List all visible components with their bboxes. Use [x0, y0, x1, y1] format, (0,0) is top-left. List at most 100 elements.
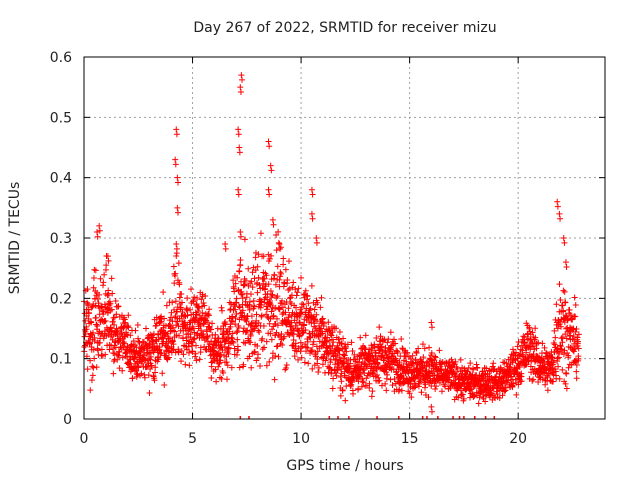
data-point [293, 292, 300, 299]
data-point [265, 186, 272, 193]
data-point [344, 341, 351, 348]
data-point [368, 347, 375, 354]
data-point [239, 291, 246, 298]
data-point [251, 348, 258, 355]
data-point [293, 304, 300, 311]
data-point [187, 334, 194, 341]
data-point [178, 290, 185, 297]
data-point [135, 364, 142, 371]
data-point [388, 346, 395, 353]
y-axis-label: SRMTID / TECUs [7, 182, 23, 295]
data-point [123, 331, 130, 338]
data-point [188, 326, 195, 333]
data-point [560, 307, 567, 314]
data-point [303, 343, 310, 350]
data-point [210, 347, 217, 354]
data-point [146, 389, 153, 396]
data-point [172, 298, 179, 305]
data-point [132, 327, 139, 334]
data-point [125, 312, 132, 319]
data-point [307, 334, 314, 341]
data-point [307, 305, 314, 312]
data-point [236, 144, 243, 151]
data-point [510, 346, 517, 353]
data-point [174, 174, 181, 181]
data-point [314, 348, 321, 355]
data-point [190, 336, 197, 343]
data-point [176, 332, 183, 339]
data-point [376, 377, 383, 384]
data-point [413, 348, 420, 355]
data-point [248, 364, 255, 371]
data-point [89, 303, 96, 310]
data-point [559, 339, 566, 346]
data-point [236, 364, 243, 371]
data-point [415, 345, 422, 352]
data-point [191, 294, 198, 301]
data-point [260, 323, 267, 330]
data-point [278, 300, 285, 307]
data-point [135, 335, 142, 342]
data-point [358, 383, 365, 390]
data-point [287, 323, 294, 330]
data-point [309, 191, 316, 198]
y-tick-label: 0.5 [50, 110, 72, 126]
data-point [557, 297, 564, 304]
data-point [96, 291, 103, 298]
data-point [266, 143, 273, 150]
data-point [255, 251, 262, 258]
data-point [283, 364, 290, 371]
data-point [544, 374, 551, 381]
data-point [242, 340, 249, 347]
data-point [317, 304, 324, 311]
data-point [261, 275, 268, 282]
data-point [219, 347, 226, 354]
data-point [300, 292, 307, 299]
data-point [507, 366, 514, 373]
data-point [84, 299, 91, 306]
y-tick-label: 0.3 [50, 231, 72, 247]
data-point [271, 272, 278, 279]
data-point [464, 368, 471, 375]
data-point [115, 352, 122, 359]
data-point [556, 375, 563, 382]
data-point [92, 267, 99, 274]
data-point [259, 335, 266, 342]
data-point [159, 370, 166, 377]
data-point [561, 288, 568, 295]
data-point [324, 334, 331, 341]
data-point [311, 306, 318, 313]
data-point [330, 339, 337, 346]
data-point [150, 334, 157, 341]
data-point [333, 356, 340, 363]
data-point [186, 362, 193, 369]
data-point [92, 314, 99, 321]
data-point [564, 349, 571, 356]
data-point [328, 332, 335, 339]
data-point [554, 355, 561, 362]
data-point [301, 321, 308, 328]
data-point [254, 289, 261, 296]
data-point [268, 336, 275, 343]
data-point [170, 263, 177, 270]
data-point [562, 380, 569, 387]
data-point [554, 198, 561, 205]
data-point [157, 350, 164, 357]
data-point [347, 382, 354, 389]
data-point [110, 370, 117, 377]
data-point [218, 375, 225, 382]
x-axis-label: GPS time / hours [286, 458, 403, 474]
data-point [373, 334, 380, 341]
data-point [499, 392, 506, 399]
data-point [510, 380, 517, 387]
data-point [236, 149, 243, 156]
axis-ticks: 0 5 10 15 20 0 0.1 0.2 0.3 0.4 0.5 0.6 [50, 50, 605, 447]
data-point [551, 327, 558, 334]
data-point [237, 257, 244, 264]
data-point [118, 329, 125, 336]
data-point [263, 272, 270, 279]
data-point [94, 233, 101, 240]
data-point [105, 257, 112, 264]
data-point [436, 347, 443, 354]
data-point [315, 368, 322, 375]
